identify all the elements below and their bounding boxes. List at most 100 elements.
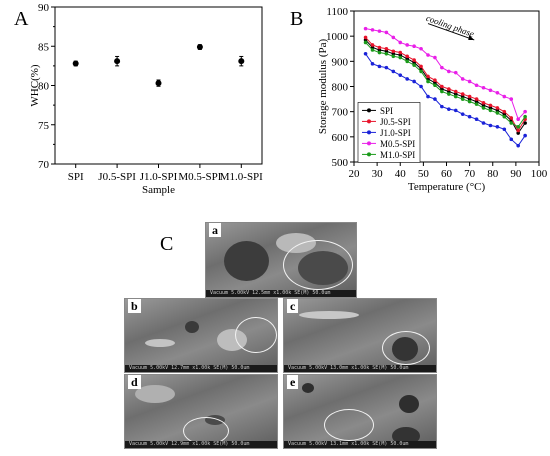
data-point [370,28,375,32]
data-point [405,43,409,47]
data-point [398,40,403,45]
data-point [502,114,507,119]
data-point [440,89,444,94]
legend-swatch-marker [367,152,371,157]
data-point [196,44,203,51]
annotation-arrowhead [468,34,475,40]
data-point [481,101,486,105]
data-point [155,80,162,87]
data-point [391,49,396,54]
data-point [384,30,389,35]
y-tick-label: 900 [332,56,349,68]
data-point [398,73,403,77]
x-tick-label: M0.5-SPI [178,171,221,183]
data-point [405,59,409,64]
data-point [523,114,527,119]
data-point [440,104,444,109]
y-tick-label: 1000 [326,31,349,43]
sem-image-e: e Vacuum 5.00kV 13.1mm x1.00k SE(M) 50.0… [283,374,437,449]
data-point [460,112,465,116]
data-point [419,64,423,69]
data-point [481,85,486,90]
data-point [391,54,396,59]
data-point [460,77,465,81]
data-point [398,50,403,55]
data-point [453,89,458,94]
x-axis-title: Sample [142,184,175,196]
data-point [412,79,416,84]
legend-swatch-marker [367,108,371,113]
data-point [467,79,472,84]
data-point [502,109,507,114]
data-point [453,70,458,75]
x-tick-label: 30 [372,168,384,180]
panel-c-label: C [160,233,174,255]
data-point [363,35,368,40]
legend-label: M0.5-SPI [380,139,415,149]
data-point [488,123,493,128]
data-point [488,108,493,113]
data-point [474,83,479,88]
data-point [474,117,479,122]
data-point [516,128,520,133]
data-point [488,88,493,93]
data-point [391,69,396,74]
sem-image-b: b Vacuum 5.00kV 12.7mm x1.00k SE(M) 50.0… [124,298,278,373]
data-point [447,89,451,94]
data-point [453,108,458,113]
data-point [433,78,437,83]
y-tick-label: 80 [38,81,50,93]
annotation-text: cooling phase [425,13,476,39]
highlight-circle [235,317,277,353]
data-point [481,121,486,125]
data-point [412,44,416,49]
sem-label-b: b [128,299,141,313]
highlight-circle [324,409,374,441]
whc-chart: 70 75 80 85 90 SPI J0.5-SPI J1.0-SPI M0.5-SPIM1.… [29,2,263,196]
y-tick-label: 700 [332,107,349,119]
sem-label-e: e [287,375,299,389]
data-point [467,114,472,119]
data-point [523,133,527,138]
x-tick-label: 80 [487,168,499,180]
data-point [363,51,368,56]
x-tick-label: J1.0-SPI [140,171,178,183]
sem-infobar-d: Vacuum 5.00kV 12.9mm x1.00k SE(M) 50.0um [125,441,277,448]
data-point [516,131,520,135]
x-tick-label: 20 [349,168,361,180]
data-point [467,97,472,101]
data-point [495,111,500,115]
data-point [363,40,368,45]
data-point [370,48,375,52]
data-point [516,124,520,129]
data-point [447,69,451,74]
data-point [440,84,444,89]
highlight-circle [382,331,430,365]
data-point [419,46,423,51]
storage-modulus-chart: 500 600 700 800 900 1000 1100 20 30 40 50 60 70 80 90 1… [317,6,548,193]
data-point [72,60,79,67]
data-point [377,64,382,69]
data-point [495,90,500,95]
data-point [474,102,479,106]
data-point [502,127,507,132]
data-point [460,94,465,99]
data-point [509,116,514,120]
sem-image-d: d Vacuum 5.00kV 12.9mm x1.00k SE(M) 50.0… [124,374,278,449]
data-point [377,29,382,33]
data-point [398,55,403,60]
legend-swatch-marker [367,141,371,146]
data-point [398,53,403,57]
data-point [370,62,375,66]
data-point [391,51,396,56]
y-tick-label: 1100 [326,6,348,18]
data-point [481,103,486,108]
sem-infobar-c: Vacuum 5.00kV 13.0mm x1.00k SE(M) 50.0um [284,365,436,372]
data-point [384,46,389,51]
x-tick-label: 70 [464,168,476,180]
x-tick-label: M1.0-SPI [220,171,263,183]
highlight-circle [283,240,353,290]
legend-label: J1.0-SPI [380,128,411,138]
data-point [502,94,507,99]
data-point [384,51,389,56]
